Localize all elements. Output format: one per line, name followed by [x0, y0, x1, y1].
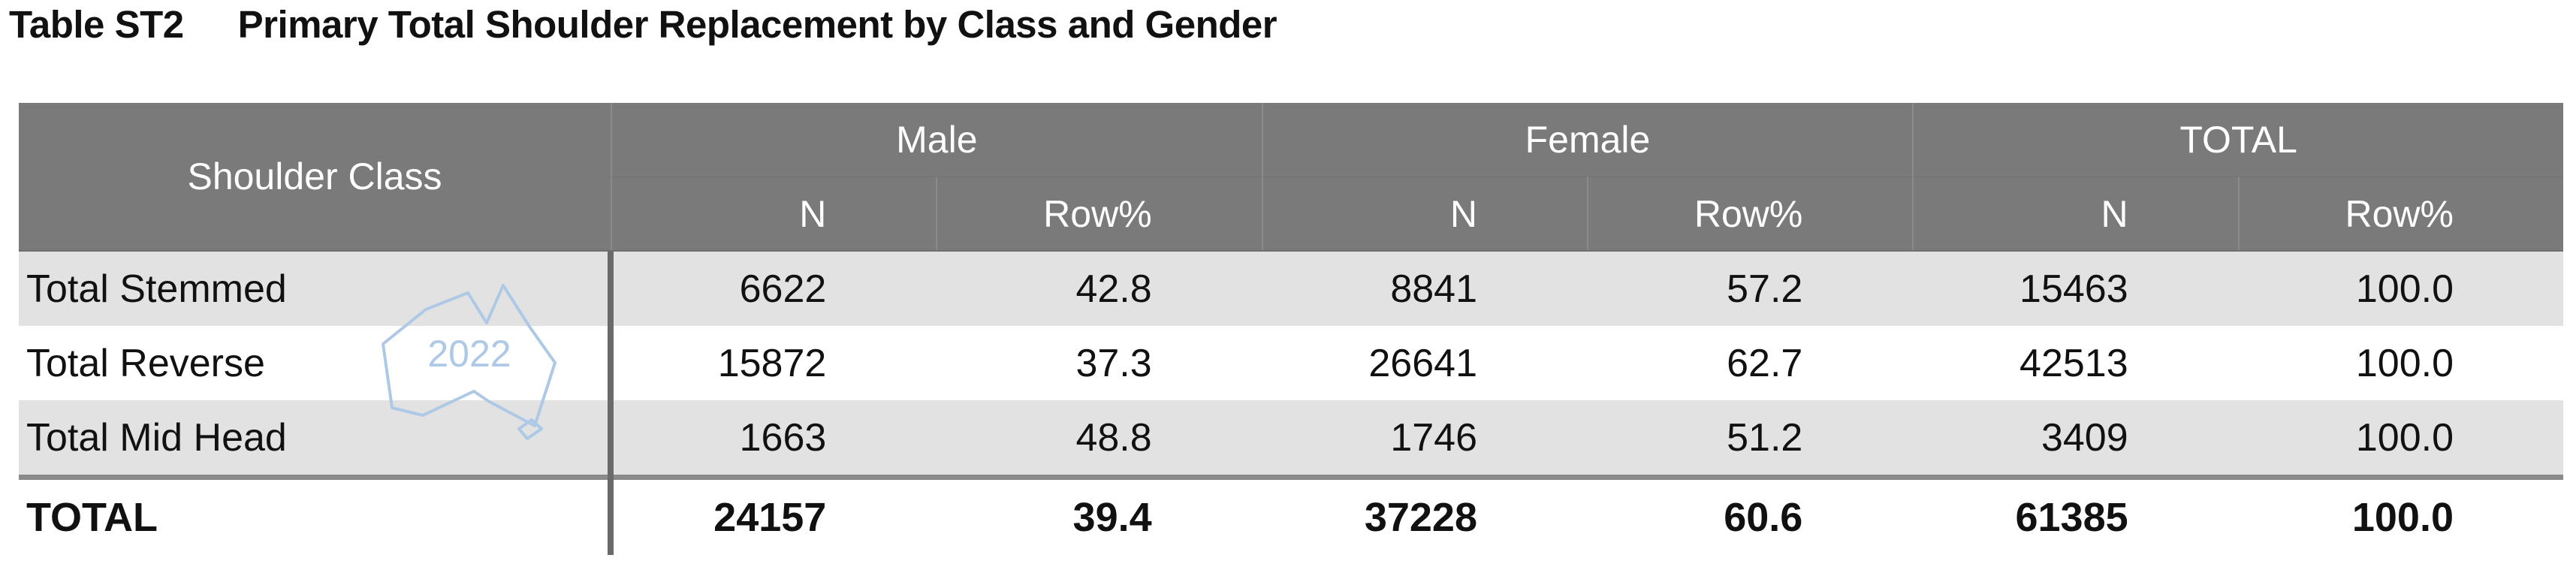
cell-male-n: 1663	[739, 415, 827, 460]
subheader-male-rowpct: Row%	[936, 176, 1262, 250]
cell-female-rowpct: 51.2	[1727, 415, 1803, 460]
group-header-male: Male	[611, 103, 1262, 176]
group-header-female: Female	[1261, 103, 1913, 176]
cell-male-rowpct: 42.8	[1075, 267, 1152, 311]
cell-female-n: 26641	[1368, 341, 1477, 385]
table-row-total-mid-head: Total Mid Head 1663 48.8 1746 51.2 3409 …	[19, 400, 2563, 475]
cell-total-rowpct: 100.0	[2355, 267, 2454, 311]
total-row-label: TOTAL	[26, 494, 158, 540]
header-shoulder-class: Shoulder Class	[187, 155, 442, 198]
subheader-total-n: N	[1912, 176, 2238, 250]
table-row-total-stemmed: Total Stemmed 6622 42.8 8841 57.2 15463 …	[19, 252, 2563, 326]
subheader-female-n: N	[1261, 176, 1587, 250]
cell-female-n: 37228	[1364, 494, 1477, 540]
cell-female-n: 8841	[1390, 267, 1477, 311]
cell-male-n: 15872	[717, 341, 827, 385]
row-label: Total Mid Head	[26, 415, 287, 460]
subheader-female-rowpct: Row%	[1587, 176, 1913, 250]
table-row-total-reverse: Total Reverse 15872 37.3 26641 62.7 4251…	[19, 326, 2563, 400]
cell-total-n: 42513	[2019, 341, 2128, 385]
cell-male-rowpct: 39.4	[1072, 494, 1152, 540]
cell-total-n: 3409	[2041, 415, 2128, 460]
column-divider-line	[608, 252, 614, 555]
cell-female-rowpct: 57.2	[1727, 267, 1803, 311]
row-label: Total Stemmed	[26, 267, 287, 311]
cell-total-n: 61385	[2015, 494, 2128, 540]
table-title: Primary Total Shoulder Replacement by Cl…	[237, 2, 1277, 46]
cell-male-rowpct: 37.3	[1075, 341, 1152, 385]
cell-male-n: 6622	[739, 267, 827, 311]
cell-male-n: 24157	[713, 494, 827, 540]
cell-female-rowpct: 60.6	[1724, 494, 1803, 540]
shoulder-replacement-table: Shoulder Class Male Female TOTAL N Row% …	[19, 103, 2563, 555]
table-number: Table ST2	[9, 2, 184, 46]
cell-total-rowpct: 100.0	[2355, 341, 2454, 385]
cell-male-rowpct: 48.8	[1075, 415, 1152, 460]
table-total-row: TOTAL 24157 39.4 37228 60.6 61385 100.0	[19, 475, 2563, 554]
cell-total-rowpct: 100.0	[2355, 415, 2454, 460]
group-header-total: TOTAL	[1912, 103, 2563, 176]
subheader-male-n: N	[611, 176, 937, 250]
cell-female-rowpct: 62.7	[1727, 341, 1803, 385]
cell-female-n: 1746	[1390, 415, 1477, 460]
page-title: Table ST2 Primary Total Shoulder Replace…	[9, 0, 1277, 48]
table-header: Shoulder Class Male Female TOTAL N Row% …	[19, 103, 2563, 252]
row-label: Total Reverse	[26, 341, 265, 385]
subheader-total-rowpct: Row%	[2237, 176, 2563, 250]
cell-total-rowpct: 100.0	[2351, 494, 2454, 540]
cell-total-n: 15463	[2019, 267, 2128, 311]
